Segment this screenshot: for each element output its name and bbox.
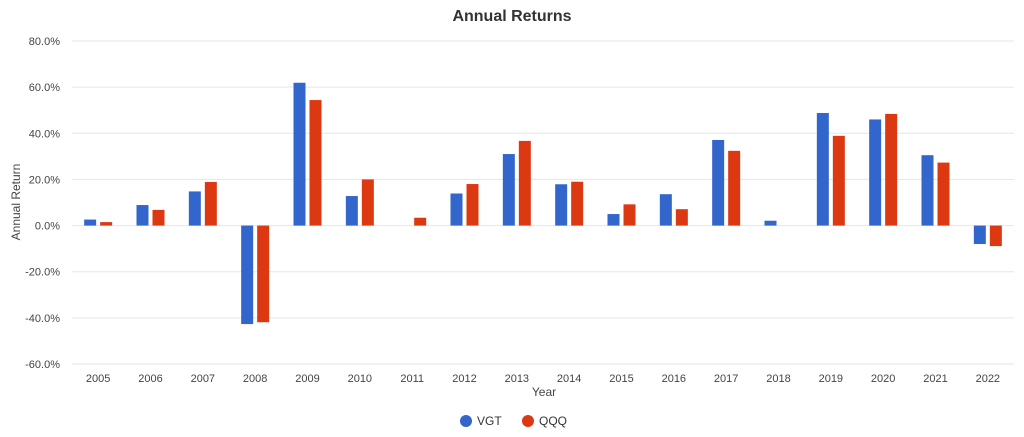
bar-vgt-2012	[450, 193, 463, 226]
bar-qqq-2006	[152, 209, 165, 226]
bar-qqq-2012	[466, 184, 479, 226]
y-tick-label: 40.0%	[29, 128, 60, 140]
y-axis-label: Annual Return	[9, 164, 23, 241]
bar-qqq-2010	[361, 179, 374, 226]
x-tick-label: 2022	[976, 373, 1000, 385]
bar-vgt-2014	[555, 184, 568, 226]
legend-label-qqq: QQQ	[539, 414, 567, 428]
x-tick-label: 2011	[400, 373, 424, 385]
y-axis-ticks: -60.0% -40.0% -20.0% 0.0% 20.0% 40.0% 60.0% 80.…	[25, 36, 60, 371]
y-tick-label: -20.0%	[25, 267, 60, 279]
bar-vgt-2013	[502, 154, 515, 226]
x-tick-label: 2015	[609, 373, 633, 385]
bar-qqq-2005	[100, 222, 113, 226]
bar-vgt-2010	[345, 196, 358, 226]
chart-title: Annual Returns	[452, 8, 571, 25]
y-tick-label: 80.0%	[29, 36, 60, 48]
bar-vgt-2009	[293, 82, 306, 226]
bar-qqq-2009	[309, 100, 322, 226]
legend-swatch-qqq	[522, 415, 534, 427]
bar-vgt-2015	[607, 214, 620, 226]
bars	[84, 82, 1002, 325]
x-tick-label: 2019	[819, 373, 843, 385]
bar-vgt-2007	[188, 191, 201, 226]
bar-qqq-2014	[571, 181, 584, 226]
x-tick-label: 2012	[452, 373, 476, 385]
bar-vgt-2017	[712, 139, 725, 226]
x-axis-label: Year	[532, 385, 556, 399]
bar-qqq-2021	[937, 162, 950, 226]
bar-vgt-2020	[869, 119, 882, 226]
x-tick-label: 2005	[86, 373, 110, 385]
x-tick-label: 2010	[348, 373, 372, 385]
bar-qqq-2008	[257, 225, 270, 323]
bar-qqq-2017	[728, 150, 741, 226]
bar-vgt-2016	[659, 194, 672, 226]
x-tick-label: 2017	[714, 373, 738, 385]
bar-qqq-2022	[989, 225, 1002, 247]
x-tick-label: 2008	[243, 373, 267, 385]
bar-qqq-2011	[414, 217, 427, 226]
legend-swatch-vgt	[460, 415, 472, 427]
bar-vgt-2019	[816, 112, 829, 226]
bar-qqq-2019	[832, 135, 845, 226]
x-axis-ticks: 2005 2006 2007 2008 2009 2010 2011 2012 2013 2014…	[86, 373, 1000, 385]
legend-label-vgt: VGT	[477, 414, 502, 428]
x-tick-label: 2014	[557, 373, 581, 385]
y-tick-label: -40.0%	[25, 313, 60, 325]
x-tick-label: 2021	[923, 373, 947, 385]
x-tick-label: 2007	[191, 373, 215, 385]
y-tick-label: -60.0%	[25, 359, 60, 371]
bar-vgt-2021	[921, 155, 934, 226]
bar-qqq-2007	[204, 181, 217, 226]
bar-qqq-2016	[675, 209, 688, 226]
x-tick-label: 2013	[505, 373, 529, 385]
legend: VGT QQQ	[460, 414, 567, 428]
x-tick-label: 2020	[871, 373, 895, 385]
bar-qqq-2013	[518, 140, 531, 226]
x-tick-label: 2018	[766, 373, 790, 385]
bar-vgt-2018	[764, 220, 777, 226]
bar-qqq-2015	[623, 204, 636, 226]
gridlines	[72, 40, 1014, 365]
bar-vgt-2006	[136, 205, 149, 226]
bar-vgt-2022	[973, 225, 986, 245]
y-tick-label: 60.0%	[29, 82, 60, 94]
x-tick-label: 2006	[138, 373, 162, 385]
x-tick-label: 2009	[295, 373, 319, 385]
y-tick-label: 20.0%	[29, 174, 60, 186]
bar-vgt-2008	[241, 225, 254, 325]
x-tick-label: 2016	[662, 373, 686, 385]
bar-vgt-2005	[84, 219, 97, 226]
bar-qqq-2020	[885, 113, 898, 226]
y-tick-label: 0.0%	[35, 221, 60, 233]
